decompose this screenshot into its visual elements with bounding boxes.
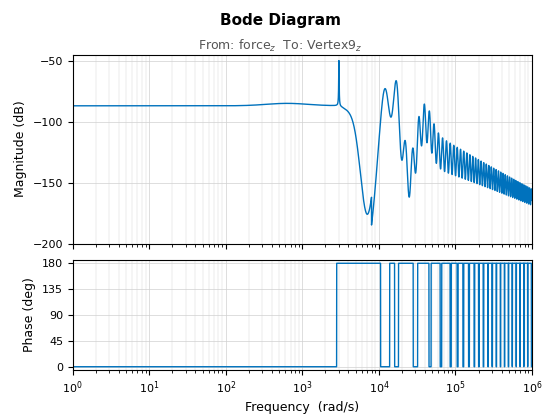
- Text: Bode Diagram: Bode Diagram: [220, 13, 340, 28]
- X-axis label: Frequency  (rad/s): Frequency (rad/s): [245, 402, 360, 415]
- Y-axis label: Phase (deg): Phase (deg): [24, 278, 36, 352]
- Y-axis label: Magnitude (dB): Magnitude (dB): [14, 101, 27, 197]
- Text: From: force$_z$  To: Vertex9$_z$: From: force$_z$ To: Vertex9$_z$: [198, 38, 362, 54]
